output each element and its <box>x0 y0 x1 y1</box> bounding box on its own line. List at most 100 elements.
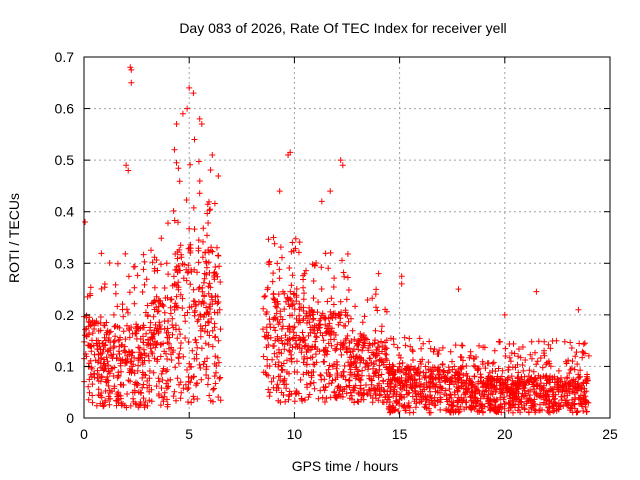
data-point <box>435 351 442 357</box>
data-point <box>325 366 332 373</box>
data-point <box>534 381 541 388</box>
data-point <box>151 268 158 274</box>
data-point <box>456 369 462 376</box>
data-point <box>151 284 158 291</box>
data-point <box>491 347 498 354</box>
data-point <box>566 390 573 397</box>
data-point <box>326 320 333 327</box>
data-point <box>185 262 192 269</box>
data-point <box>284 357 290 364</box>
data-point <box>459 342 466 349</box>
data-point <box>111 343 118 350</box>
data-point <box>278 335 285 341</box>
data-point <box>368 381 375 388</box>
data-point <box>494 373 501 380</box>
data-point <box>128 66 135 73</box>
data-point <box>366 386 373 393</box>
y-tick-label: 0.5 <box>55 152 75 168</box>
data-point <box>191 136 198 143</box>
data-point <box>274 381 281 388</box>
data-point <box>122 349 129 356</box>
data-point <box>167 296 174 303</box>
data-point <box>217 397 224 404</box>
data-point <box>408 385 415 391</box>
data-point <box>585 352 592 359</box>
data-point <box>538 380 544 387</box>
data-point <box>150 369 157 376</box>
data-point <box>200 225 207 232</box>
data-point <box>217 279 224 285</box>
data-point <box>94 346 101 353</box>
data-point <box>501 311 508 318</box>
data-point <box>199 325 206 332</box>
data-point <box>112 333 119 340</box>
data-point <box>286 326 293 333</box>
data-point <box>158 235 165 242</box>
data-point <box>191 309 198 316</box>
data-point <box>571 366 578 373</box>
data-point <box>141 402 148 409</box>
data-point <box>280 323 286 330</box>
data-point <box>545 358 552 365</box>
data-point <box>94 375 101 382</box>
data-point <box>159 377 166 383</box>
data-point <box>168 357 175 363</box>
data-point <box>489 368 496 374</box>
data-point <box>337 346 344 353</box>
data-point <box>394 344 401 351</box>
data-point <box>138 352 145 358</box>
data-point <box>386 370 393 377</box>
data-point <box>215 173 222 179</box>
data-point <box>518 398 525 405</box>
data-point <box>402 407 409 414</box>
data-point <box>481 382 488 388</box>
data-point <box>304 355 311 362</box>
data-point <box>122 250 129 257</box>
data-point <box>351 336 358 343</box>
data-point <box>583 380 590 387</box>
x-tick-label: 25 <box>602 426 618 442</box>
data-point <box>478 374 485 381</box>
data-point <box>197 365 204 371</box>
data-point <box>140 266 147 273</box>
data-point <box>310 316 316 323</box>
data-point <box>167 304 174 311</box>
data-point <box>177 291 184 298</box>
y-tick-label: 0.3 <box>55 255 75 271</box>
data-point <box>319 394 326 401</box>
data-point <box>580 408 587 414</box>
data-point <box>265 342 272 348</box>
data-point <box>209 343 216 350</box>
data-point <box>427 409 434 416</box>
data-point <box>409 347 416 353</box>
grid-lines <box>84 57 610 418</box>
data-point <box>200 279 207 286</box>
data-point <box>171 388 178 395</box>
data-point <box>542 393 549 400</box>
data-point <box>293 315 300 322</box>
data-point <box>438 396 445 403</box>
data-point <box>269 278 276 285</box>
data-point <box>201 275 208 282</box>
data-point <box>489 360 496 367</box>
data-point <box>112 323 119 329</box>
data-point <box>86 360 93 367</box>
data-point <box>431 402 438 409</box>
data-point <box>474 398 480 404</box>
data-point <box>291 323 298 330</box>
data-point <box>532 375 539 382</box>
data-point <box>207 397 214 404</box>
data-point <box>335 383 342 390</box>
data-point <box>171 306 178 313</box>
data-point <box>119 301 126 308</box>
data-point <box>311 324 318 331</box>
data-point <box>303 349 310 355</box>
data-point <box>430 368 437 375</box>
data-point <box>182 318 189 325</box>
data-point <box>104 373 111 380</box>
data-point <box>87 290 94 297</box>
data-point <box>302 397 308 403</box>
data-point <box>281 290 288 297</box>
data-point <box>347 349 354 356</box>
data-point <box>291 290 298 297</box>
